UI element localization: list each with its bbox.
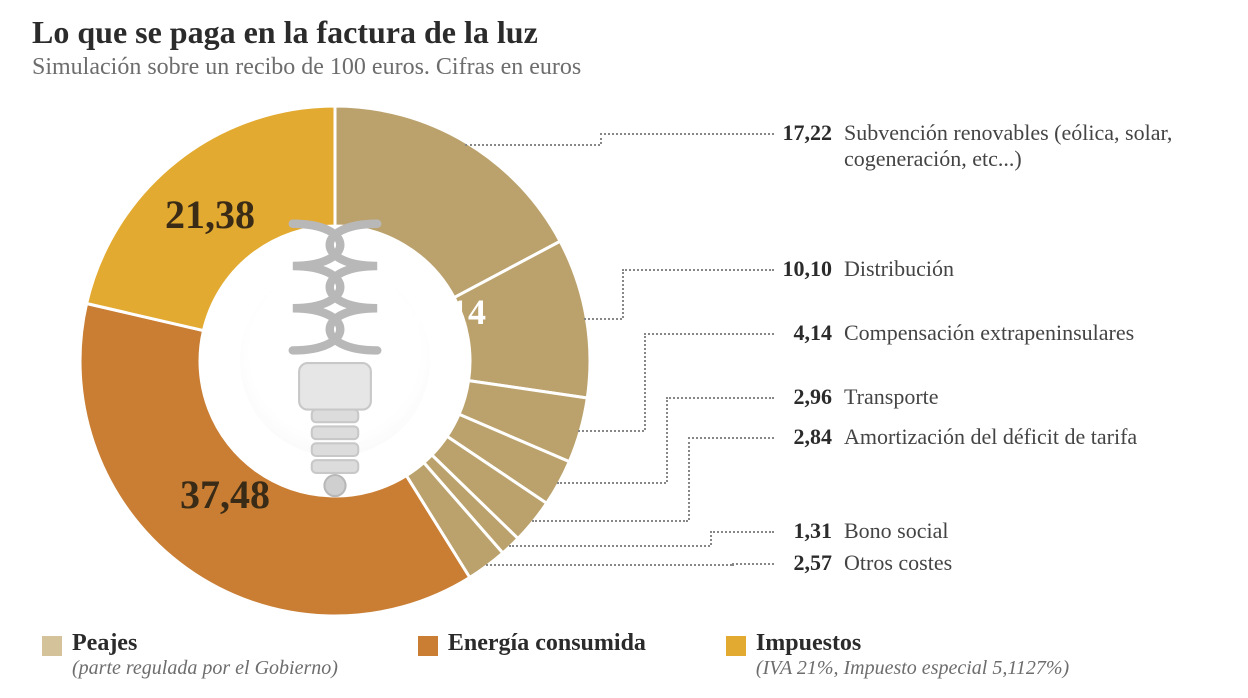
legend-item: Impuestos(IVA 21%, Impuesto especial 5,1… — [726, 630, 1069, 680]
detail-row: 4,14Compensación extrapeninsulares — [758, 320, 1134, 346]
subtitle: Simulación sobre un recibo de 100 euros.… — [32, 54, 581, 81]
lightbulb-icon — [240, 266, 430, 456]
legend-item: Peajes(parte regulada por el Gobierno) — [42, 630, 338, 680]
legend: Peajes(parte regulada por el Gobierno) En… — [42, 630, 1228, 680]
leader-line — [557, 482, 666, 484]
leader-line — [732, 563, 774, 565]
title: Lo que se paga en la factura de la luz — [32, 14, 538, 51]
peajes-total-label: 41,14 — [405, 291, 486, 333]
leader-line — [486, 564, 732, 566]
leader-line — [532, 520, 688, 522]
legend-swatch — [42, 636, 62, 656]
legend-text: Energía consumida — [448, 630, 646, 657]
leader-line — [644, 333, 646, 430]
legend-swatch — [418, 636, 438, 656]
detail-row: 2,96Transporte — [758, 384, 939, 410]
legend-name: Impuestos — [756, 630, 1069, 657]
legend-text: Peajes(parte regulada por el Gobierno) — [72, 630, 338, 680]
leader-line — [666, 397, 668, 482]
leader-line — [710, 531, 774, 533]
impuestos-total-label: 21,38 — [165, 191, 255, 238]
detail-label: Amortización del déficit de tarifa — [844, 424, 1137, 450]
detail-label: Transporte — [844, 384, 939, 410]
cfl-bulb-svg — [240, 96, 430, 626]
legend-item: Energía consumida — [418, 630, 646, 657]
leader-line — [578, 430, 644, 432]
leader-line — [622, 269, 624, 318]
leader-line — [666, 397, 774, 399]
detail-row: 2,57Otros costes — [758, 550, 952, 576]
donut-chart: 41,14 37,48 21,38 — [70, 96, 600, 626]
detail-row: 1,31Bono social — [758, 518, 949, 544]
legend-swatch — [726, 636, 746, 656]
legend-name: Peajes — [72, 630, 338, 657]
leader-line — [465, 144, 600, 146]
legend-note: (IVA 21%, Impuesto especial 5,1127%) — [756, 657, 1069, 680]
leader-line — [622, 269, 774, 271]
legend-text: Impuestos(IVA 21%, Impuesto especial 5,1… — [756, 630, 1069, 680]
leader-line — [600, 133, 774, 135]
leader-line — [644, 333, 774, 335]
detail-label: Subvención renovables (eólica, solar, co… — [844, 120, 1224, 173]
detail-label: Compensación extrapeninsulares — [844, 320, 1134, 346]
legend-name: Energía consumida — [448, 630, 646, 657]
detail-label: Otros costes — [844, 550, 952, 576]
leader-line — [688, 437, 690, 520]
leader-line — [688, 437, 774, 439]
energia-total-label: 37,48 — [180, 471, 270, 518]
legend-note: (parte regulada por el Gobierno) — [72, 657, 338, 680]
detail-row: 10,10Distribución — [758, 256, 954, 282]
detail-row: 17,22Subvención renovables (eólica, sola… — [758, 120, 1224, 173]
leader-line — [584, 318, 622, 320]
detail-label: Bono social — [844, 518, 949, 544]
detail-label: Distribución — [844, 256, 954, 282]
leader-line — [710, 531, 712, 545]
infographic: Lo que se paga en la factura de la luz S… — [0, 0, 1248, 698]
detail-row: 2,84Amortización del déficit de tarifa — [758, 424, 1137, 450]
leader-line — [509, 545, 710, 547]
